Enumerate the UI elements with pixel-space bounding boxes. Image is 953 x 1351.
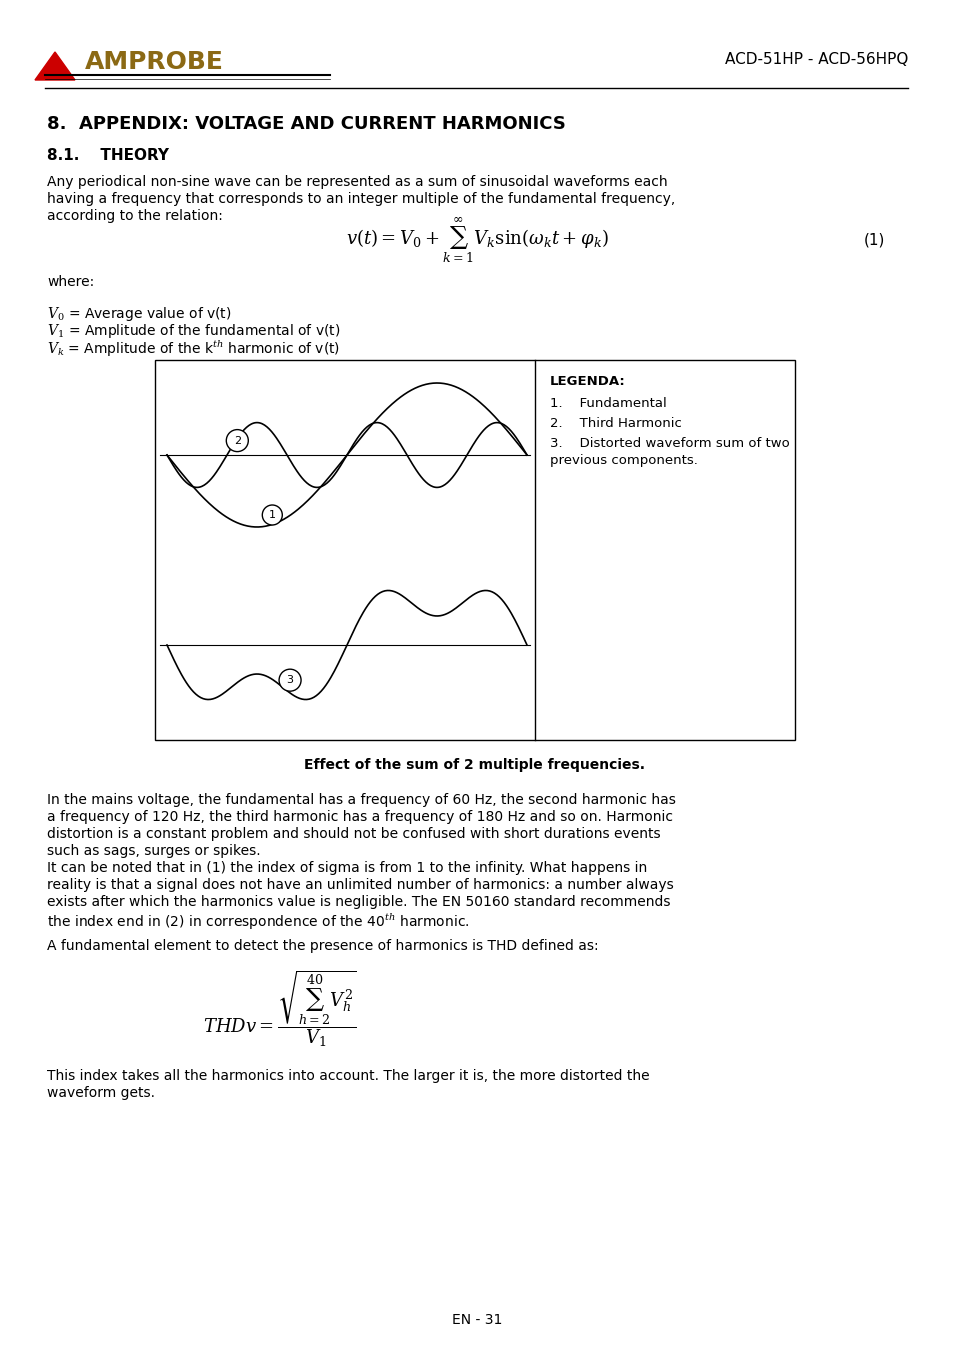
Text: ACD-51HP - ACD-56HPQ: ACD-51HP - ACD-56HPQ <box>724 53 907 68</box>
Text: reality is that a signal does not have an unlimited number of harmonics: a numbe: reality is that a signal does not have a… <box>47 878 673 892</box>
Circle shape <box>262 505 282 526</box>
Text: 8.1.    THEORY: 8.1. THEORY <box>47 149 169 163</box>
Text: 2: 2 <box>233 435 240 446</box>
Text: 1: 1 <box>269 509 275 520</box>
Circle shape <box>279 669 301 692</box>
Text: $V_k$ = Amplitude of the k$^{th}$ harmonic of v(t): $V_k$ = Amplitude of the k$^{th}$ harmon… <box>47 339 340 359</box>
Text: 8.  APPENDIX: VOLTAGE AND CURRENT HARMONICS: 8. APPENDIX: VOLTAGE AND CURRENT HARMONI… <box>47 115 565 132</box>
Polygon shape <box>35 51 75 80</box>
Text: waveform gets.: waveform gets. <box>47 1086 154 1100</box>
Text: where:: where: <box>47 276 94 289</box>
Text: In the mains voltage, the fundamental has a frequency of 60 Hz, the second harmo: In the mains voltage, the fundamental ha… <box>47 793 675 807</box>
Text: 3: 3 <box>286 676 294 685</box>
Text: A fundamental element to detect the presence of harmonics is THD defined as:: A fundamental element to detect the pres… <box>47 939 598 952</box>
Text: This index takes all the harmonics into account. The larger it is, the more dist: This index takes all the harmonics into … <box>47 1069 649 1084</box>
Text: $V_1$ = Amplitude of the fundamental of v(t): $V_1$ = Amplitude of the fundamental of … <box>47 322 340 340</box>
Circle shape <box>226 430 248 451</box>
Text: a frequency of 120 Hz, the third harmonic has a frequency of 180 Hz and so on. H: a frequency of 120 Hz, the third harmoni… <box>47 811 672 824</box>
Text: 2.    Third Harmonic: 2. Third Harmonic <box>550 417 681 430</box>
Text: LEGENDA:: LEGENDA: <box>550 376 625 388</box>
Text: exists after which the harmonics value is negligible. The EN 50160 standard reco: exists after which the harmonics value i… <box>47 894 670 909</box>
Text: It can be noted that in (1) the index of sigma is from 1 to the infinity. What h: It can be noted that in (1) the index of… <box>47 861 646 875</box>
Text: 3.    Distorted waveform sum of two: 3. Distorted waveform sum of two <box>550 436 789 450</box>
Text: 1.    Fundamental: 1. Fundamental <box>550 397 666 409</box>
Text: having a frequency that corresponds to an integer multiple of the fundamental fr: having a frequency that corresponds to a… <box>47 192 675 205</box>
Text: Any periodical non-sine wave can be represented as a sum of sinusoidal waveforms: Any periodical non-sine wave can be repr… <box>47 176 667 189</box>
Text: $v(t) = V_0 + \sum_{k=1}^{\infty} V_k \sin(\omega_k t + \varphi_k)$: $v(t) = V_0 + \sum_{k=1}^{\infty} V_k \s… <box>345 215 608 265</box>
Text: such as sags, surges or spikes.: such as sags, surges or spikes. <box>47 844 260 858</box>
Text: previous components.: previous components. <box>550 454 698 467</box>
Text: Effect of the sum of 2 multiple frequencies.: Effect of the sum of 2 multiple frequenc… <box>304 758 645 771</box>
Text: distortion is a constant problem and should not be confused with short durations: distortion is a constant problem and sho… <box>47 827 659 842</box>
Text: according to the relation:: according to the relation: <box>47 209 223 223</box>
Text: EN - 31: EN - 31 <box>452 1313 501 1327</box>
Text: $THDv = \dfrac{\sqrt{\sum_{h=2}^{40} V_h^2}}{V_1}$: $THDv = \dfrac{\sqrt{\sum_{h=2}^{40} V_h… <box>203 969 356 1050</box>
Text: the index end in (2) in correspondence of the 40$^{th}$ harmonic.: the index end in (2) in correspondence o… <box>47 912 469 932</box>
Text: (1): (1) <box>862 232 884 247</box>
Text: $V_0$ = Average value of v(t): $V_0$ = Average value of v(t) <box>47 305 232 323</box>
Bar <box>154 359 794 740</box>
Text: AMPROBE: AMPROBE <box>85 50 224 74</box>
